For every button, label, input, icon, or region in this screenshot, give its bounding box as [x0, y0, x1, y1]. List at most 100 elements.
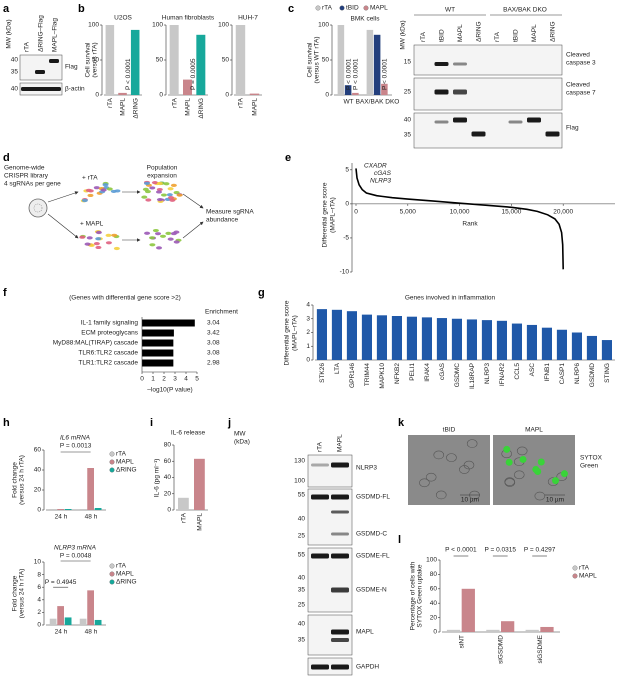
enrichment-value: 3.42 [207, 330, 220, 337]
panel-label: k [398, 417, 405, 429]
x-tick-label: ΔRING [198, 98, 205, 119]
cell [85, 188, 92, 192]
y-tick-label: -5 [343, 235, 349, 242]
axis-label: IL-6 (pg ml⁻¹) [154, 459, 161, 498]
bar [142, 319, 195, 327]
cell [167, 187, 174, 191]
panel-label: g [258, 287, 265, 299]
lane-label: ΔRING [549, 21, 556, 42]
axis-label: (versus 24 h rTA) [19, 455, 26, 505]
x-tick-label: 24 h [55, 629, 68, 636]
enrichment-value: 2.98 [207, 360, 220, 367]
x-tick-label: TRIM44 [364, 363, 371, 387]
bar [496, 320, 507, 360]
cell-outline [425, 472, 437, 482]
blot-box [413, 44, 563, 76]
x-tick-label: 48 h [85, 629, 98, 636]
bar [194, 458, 205, 510]
x-tick-label: LTA [334, 362, 341, 374]
x-tick-label: 20,000 [553, 209, 573, 216]
cell [167, 237, 174, 241]
cell-outline [466, 439, 478, 448]
y-tick-label: 20 [34, 487, 42, 494]
x-tick-label: MAPK10 [379, 363, 386, 389]
cell [111, 233, 118, 237]
cell [79, 235, 86, 239]
scale-label: 10 µm [546, 497, 564, 504]
x-tick-label: 0 [140, 376, 144, 383]
sytox-cell [560, 470, 568, 478]
subplot-title: IL-6 release [171, 430, 206, 437]
y-tick-label: 6 [37, 584, 41, 591]
blot-band [453, 62, 467, 66]
x-tick-label: ΔRING [132, 98, 139, 119]
column-header: Enrichment [205, 309, 238, 316]
panel-label: b [78, 3, 85, 15]
legend-label: ΔRING [116, 467, 137, 474]
blot-band [331, 494, 349, 500]
sytox-cell [552, 477, 560, 485]
x-tick-label: NLRP3 [484, 363, 491, 384]
dish-inner [33, 203, 43, 213]
legend-label: rTA [116, 451, 127, 458]
bar [466, 319, 477, 360]
mw-label: 40 [11, 86, 19, 93]
x-tick-label: STING [604, 363, 611, 383]
cell [81, 198, 88, 203]
bar [601, 340, 612, 360]
bar [142, 339, 174, 347]
legend-swatch [109, 571, 115, 577]
lane-label: tBID [512, 29, 519, 42]
diagram-text: expansion [147, 173, 177, 180]
panel-label: d [3, 152, 10, 164]
blot-band [331, 553, 349, 559]
sytox-cell [505, 458, 513, 466]
cell [95, 230, 102, 235]
blot-band [331, 462, 349, 468]
x-tick-label: IL18RAP [469, 363, 476, 389]
cell [156, 246, 163, 250]
x-tick-label: 10,000 [450, 209, 470, 216]
cell [170, 183, 177, 187]
p-value: P = 0.0048 [60, 553, 92, 560]
y-tick-label: 0 [37, 507, 41, 514]
y-tick-label: 80 [430, 571, 438, 578]
cell [105, 241, 112, 245]
blot-band [311, 664, 329, 670]
blot-band [508, 120, 523, 124]
legend-label: ΔRING [116, 579, 137, 586]
y-tick-label: 0 [306, 357, 310, 364]
band-label: caspase 7 [566, 90, 596, 97]
category-label: TLR6:TLR2 cascade [78, 350, 138, 357]
gene-annotation: CXADR [364, 162, 387, 169]
diagram-text: CRISPR library [4, 173, 49, 180]
y-tick-label: 4 [306, 302, 310, 309]
p-value: P = 0.4945 [45, 579, 77, 586]
x-tick-label: siGSDMD [498, 635, 505, 664]
subplot-title: Genes involved in inflammation [405, 295, 496, 302]
blot-band [434, 89, 449, 95]
enrichment-value: 3.08 [207, 350, 220, 357]
bar [79, 509, 87, 510]
diagram-text: Genome-wide [4, 165, 45, 172]
cell [176, 193, 183, 197]
subplot-title: (Genes with differential gene score >2) [69, 295, 181, 302]
image-title: tBID [443, 427, 456, 434]
mw-label: 25 [404, 89, 412, 96]
image-title: MAPL [525, 427, 543, 434]
arrow [182, 193, 204, 209]
cell [155, 190, 162, 194]
p-value: P < 0.0001 [345, 58, 352, 90]
bar [436, 318, 447, 360]
cell [100, 188, 107, 192]
x-tick-label: PELI1 [409, 363, 416, 381]
x-tick-label: 3 [173, 376, 177, 383]
p-value: P < 0.0001 [382, 58, 389, 90]
lane-label: rTA [494, 31, 501, 42]
lane-label: MAPL [337, 434, 344, 452]
x-tick-label: MAPL [252, 98, 259, 116]
category-label: MyD88:MAL(TIRAP) cascade [53, 340, 139, 347]
cell [144, 231, 151, 235]
cell-outline [459, 465, 470, 474]
bar [540, 626, 554, 632]
